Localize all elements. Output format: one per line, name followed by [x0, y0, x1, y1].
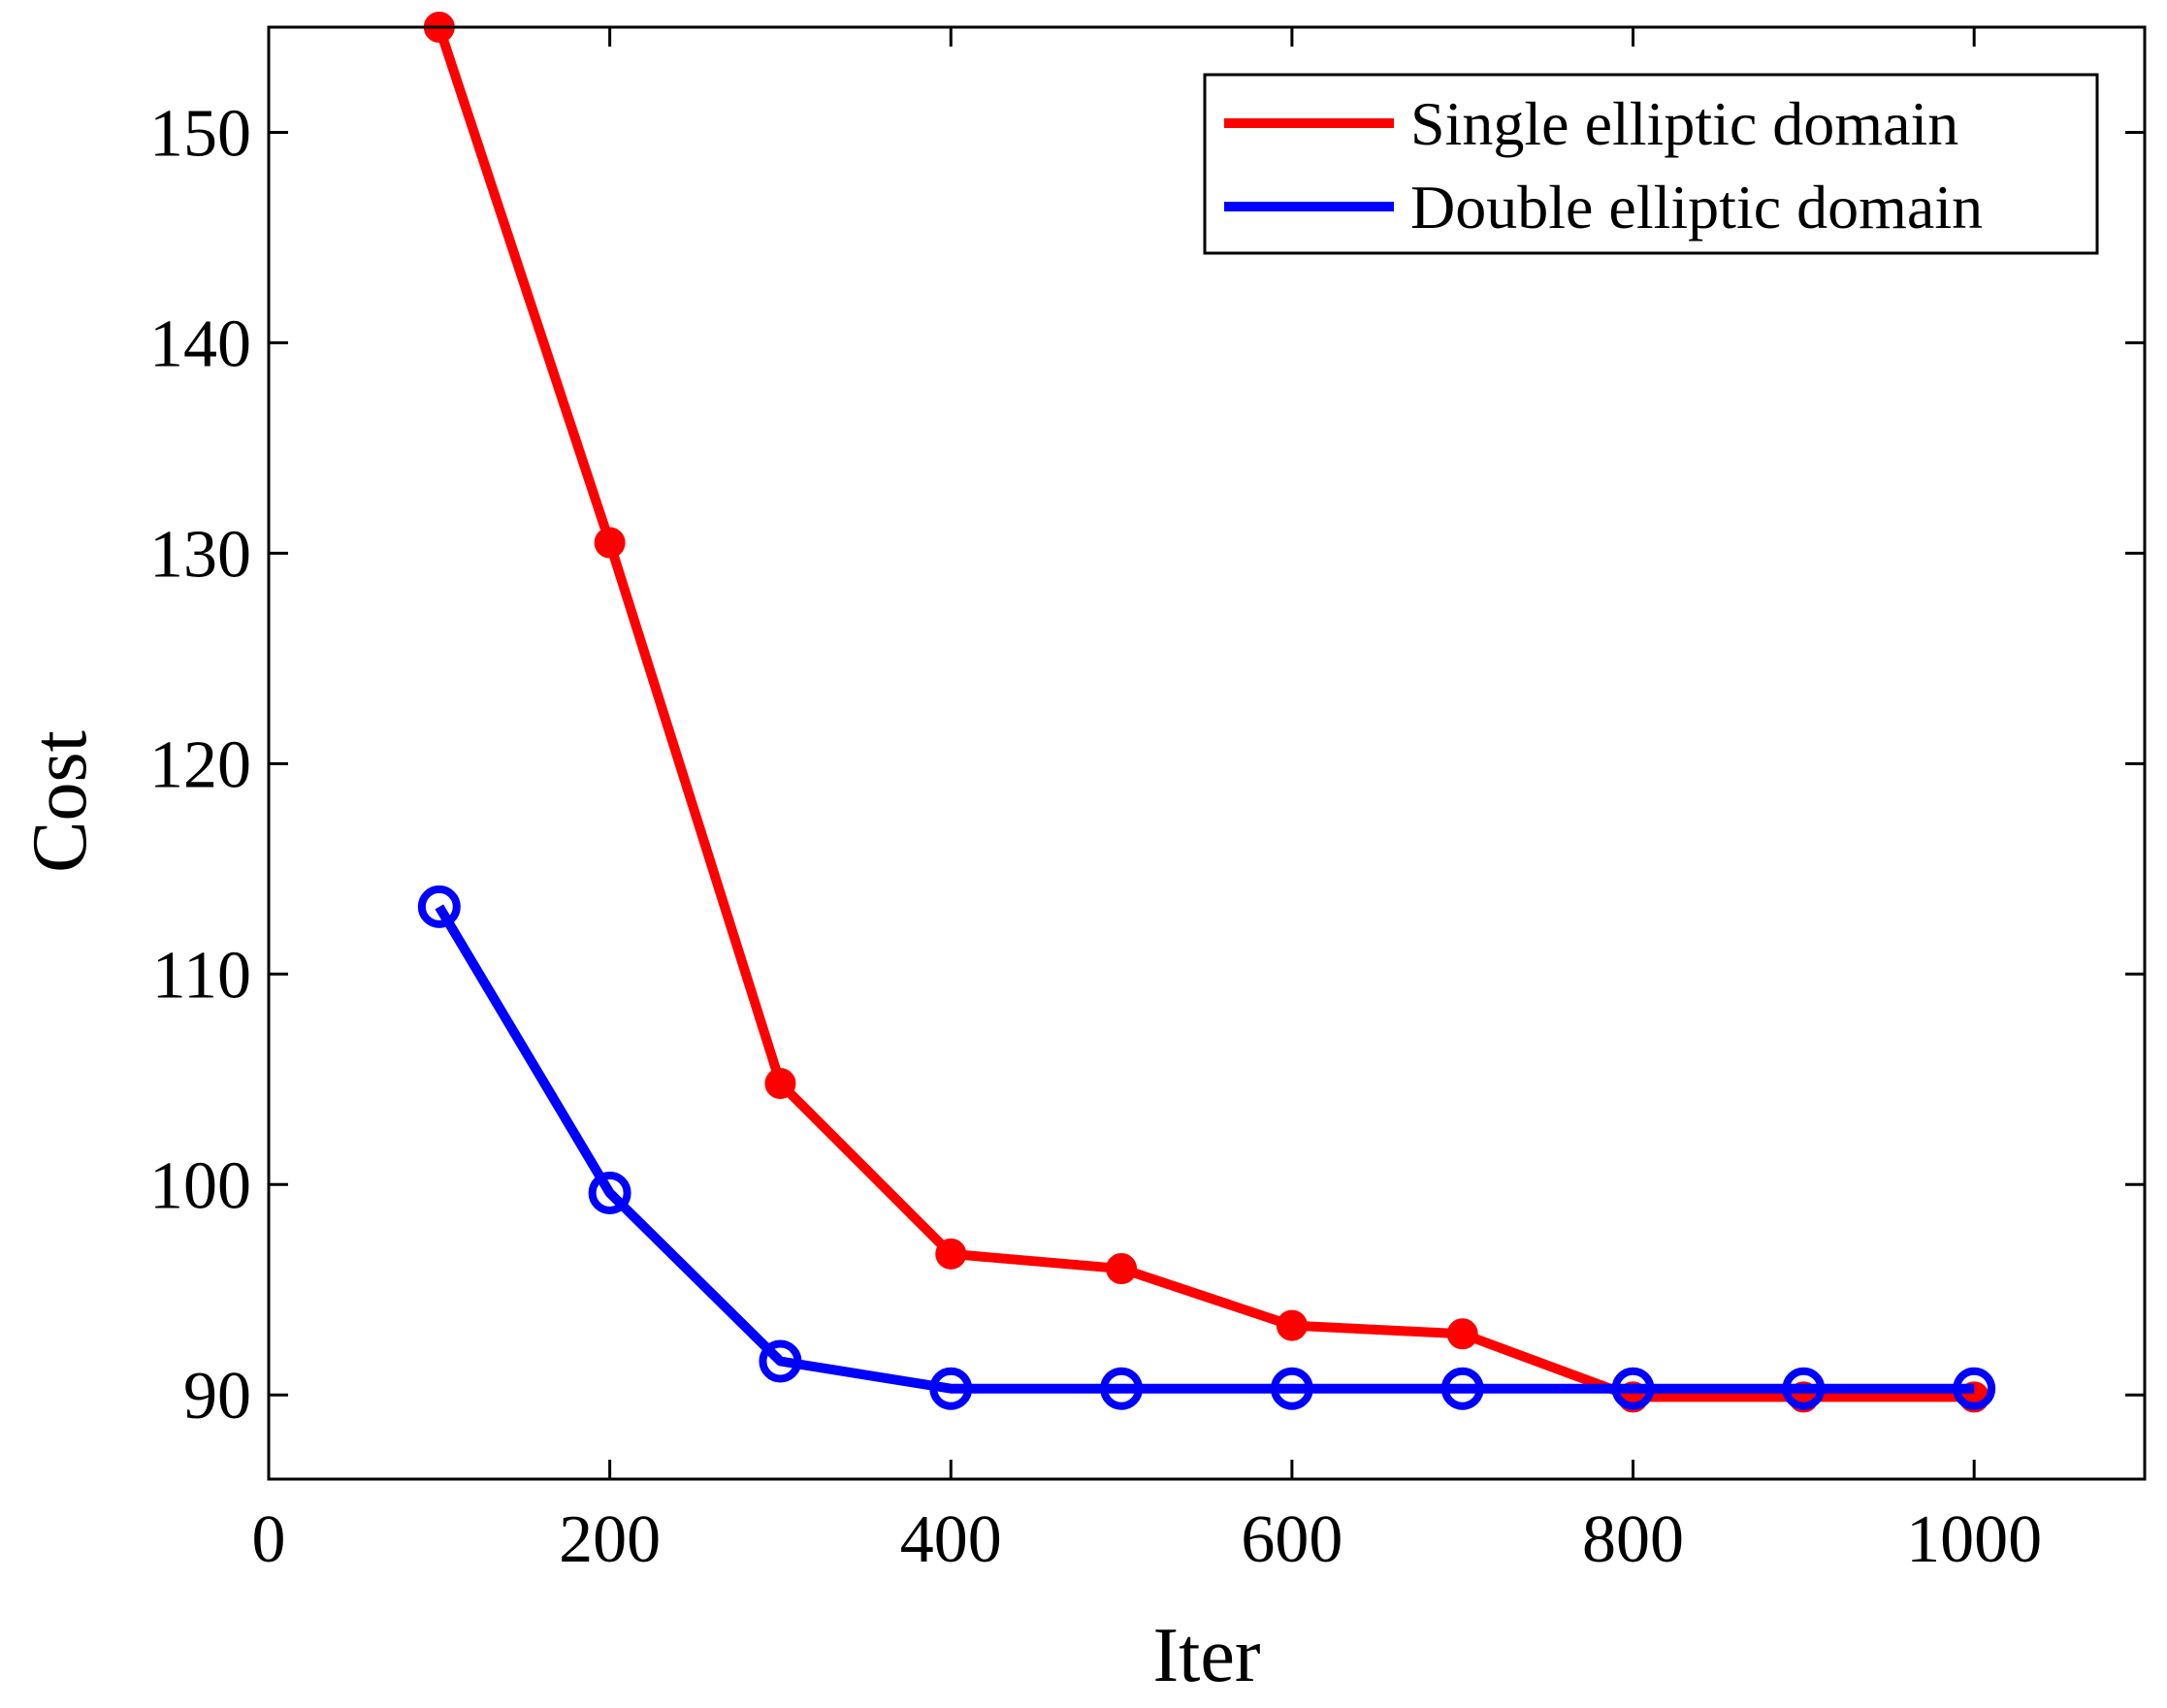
y-tick-label: 90 [183, 1359, 251, 1434]
x-tick-label: 400 [900, 1502, 1002, 1577]
y-tick-label: 130 [149, 517, 251, 592]
series-layer [417, 12, 1996, 1413]
data-point [1953, 1367, 1996, 1410]
series-line-single-elliptic-domain [435, 25, 1975, 1402]
x-tick-label: 0 [252, 1502, 286, 1577]
data-point [417, 885, 461, 928]
data-point [1106, 1253, 1138, 1285]
axis-ticks [267, 27, 2145, 1479]
legend: Single elliptic domain Double elliptic d… [1203, 73, 2099, 255]
y-tick-label: 150 [149, 96, 251, 171]
data-point [1440, 1367, 1484, 1410]
data-point [1611, 1367, 1655, 1410]
y-tick-label: 110 [152, 938, 251, 1013]
y-tick-label: 120 [149, 727, 251, 802]
data-point [759, 1339, 802, 1383]
x-tick-label: 1000 [1906, 1502, 2042, 1577]
legend-label-double-elliptic-domain: Double elliptic domain [1410, 173, 1983, 242]
data-point [594, 527, 626, 559]
x-tick-label: 600 [1241, 1502, 1342, 1577]
data-point [1782, 1367, 1826, 1410]
y-axis-label: Cost [17, 730, 103, 873]
data-point [1100, 1367, 1144, 1410]
legend-box [1203, 73, 2099, 255]
y-tick-label: 140 [149, 306, 251, 381]
series-double-elliptic-domain [417, 885, 1996, 1410]
series-line-double-elliptic-domain [435, 904, 1975, 1394]
legend-label-single-elliptic-domain: Single elliptic domain [1410, 89, 1958, 158]
x-axis-label: Iter [1152, 1613, 1260, 1698]
data-point [588, 1171, 631, 1214]
x-tick-label: 800 [1582, 1502, 1684, 1577]
data-point [935, 1238, 967, 1270]
tick-labels: 0 200 400 600 800 1000 90 100 110 120 130 140 150 [149, 96, 2042, 1577]
data-point [764, 1068, 796, 1100]
data-point [1446, 1318, 1478, 1350]
x-tick-label: 200 [559, 1502, 661, 1577]
y-tick-label: 100 [149, 1148, 251, 1223]
data-point [929, 1367, 973, 1410]
data-point [1270, 1367, 1313, 1410]
plot-frame [267, 25, 2147, 1481]
data-point [1276, 1309, 1308, 1341]
